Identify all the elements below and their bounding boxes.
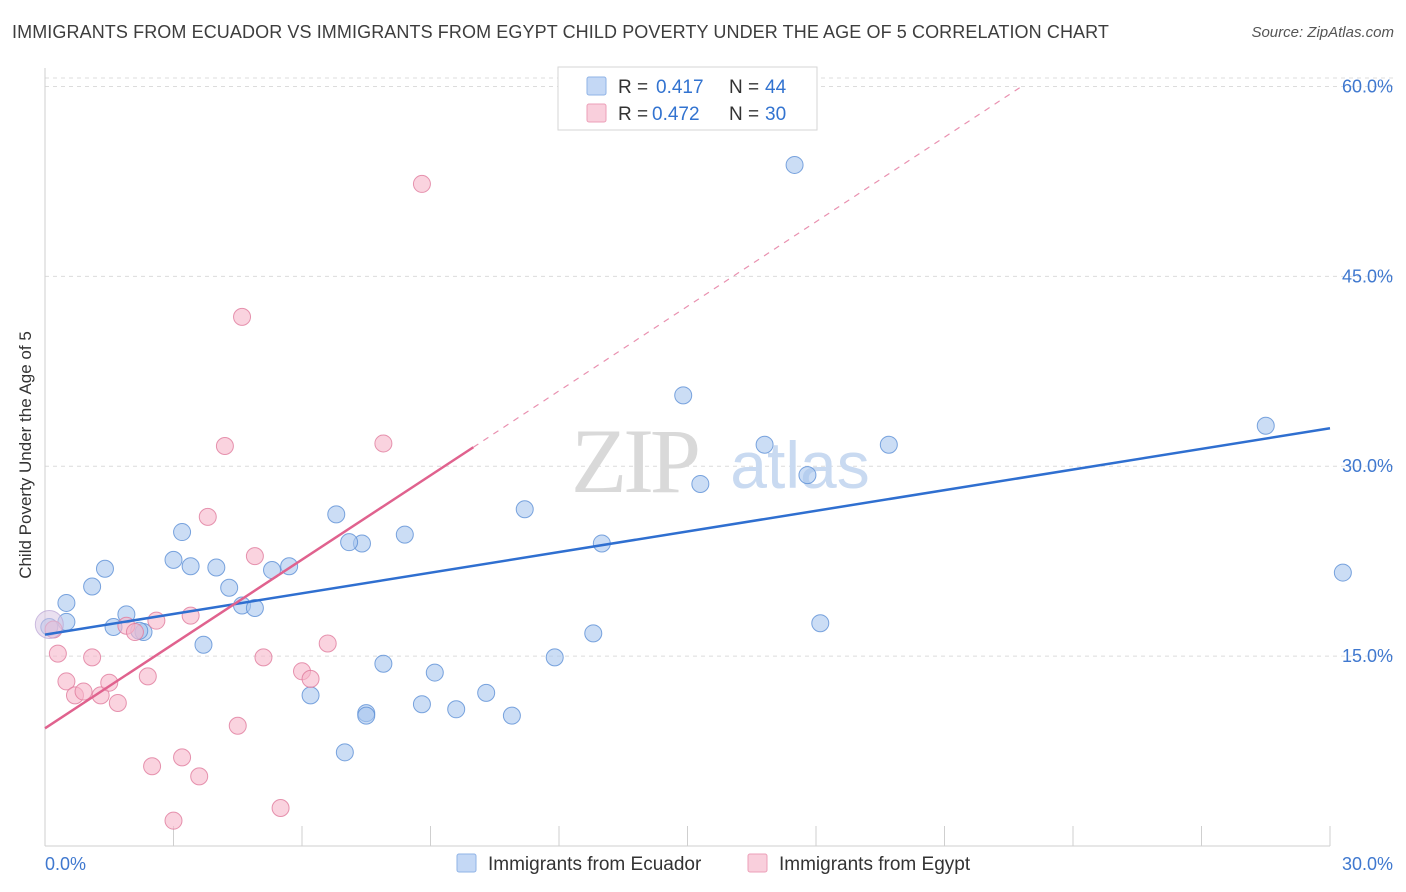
point-ecuador (447, 700, 466, 719)
watermark: ZIP atlas (571, 410, 870, 512)
point-ecuador (584, 624, 603, 643)
stats-r-value-egypt: 0.472 (652, 104, 700, 125)
point-ecuador (301, 686, 320, 705)
point-ecuador (811, 614, 830, 633)
point-egypt (254, 648, 273, 667)
point-ecuador (83, 577, 102, 596)
stats-legend: R = 0.417 N = 44 R = 0.472 N = 30 (557, 66, 818, 131)
point-ecuador (340, 533, 359, 552)
point-ecuador (755, 435, 774, 454)
stats-swatch-egypt (586, 103, 607, 123)
point-egypt (164, 811, 183, 830)
stats-swatch-ecuador (586, 76, 607, 96)
point-ecuador (395, 525, 414, 544)
legend-label-egypt: Immigrants from Egypt (779, 854, 971, 875)
point-ecuador (674, 386, 693, 405)
point-ecuador (164, 550, 183, 569)
point-ecuador (374, 654, 393, 673)
point-egypt (215, 436, 234, 455)
stats-r-value-ecuador: 0.417 (656, 77, 704, 98)
point-ecuador (181, 557, 200, 576)
y-tick-label: 60.0% (1342, 76, 1393, 96)
y-tick-label: 15.0% (1342, 646, 1393, 666)
point-egypt (412, 174, 431, 193)
stats-n-value-ecuador: 44 (765, 77, 787, 98)
point-egypt (138, 667, 157, 686)
point-ecuador (412, 695, 431, 714)
point-ecuador (502, 706, 521, 725)
point-overlap (34, 609, 64, 639)
point-ecuador (220, 578, 239, 597)
point-ecuador (515, 500, 534, 519)
stats-r-label-egypt: R = (618, 104, 648, 125)
point-ecuador (173, 523, 192, 542)
legend-swatch-ecuador (456, 853, 477, 873)
chart-title: IMMIGRANTS FROM ECUADOR VS IMMIGRANTS FR… (12, 22, 1110, 42)
series-legend: Immigrants from Ecuador Immigrants from … (456, 853, 971, 875)
grid-lines (45, 77, 1394, 657)
point-ecuador (798, 466, 817, 485)
point-egypt (190, 767, 209, 786)
y-tick-label: 45.0% (1342, 266, 1393, 286)
stats-n-label-ecuador: N = (729, 77, 759, 98)
stats-r-label-ecuador: R = (618, 77, 648, 98)
point-ecuador (207, 558, 226, 577)
axes (44, 68, 1331, 847)
point-egypt (301, 669, 320, 688)
point-ecuador (477, 683, 496, 702)
point-ecuador (1256, 416, 1275, 435)
watermark-atlas: atlas (730, 428, 869, 502)
point-ecuador (57, 593, 76, 612)
point-ecuador (879, 435, 898, 454)
point-ecuador (335, 743, 354, 762)
point-egypt (83, 648, 102, 667)
watermark-zip: ZIP (571, 410, 698, 512)
point-egypt (143, 757, 162, 776)
point-egypt (318, 634, 337, 653)
point-ecuador (194, 635, 213, 654)
point-ecuador (691, 474, 710, 493)
point-egypt (108, 693, 127, 712)
x-tick-label: 0.0% (45, 854, 86, 874)
point-egypt (233, 307, 252, 326)
point-egypt (374, 434, 393, 453)
point-ecuador (425, 663, 444, 682)
trend-extension-egypt (473, 85, 1022, 448)
point-ecuador (327, 505, 346, 524)
legend-label-ecuador: Immigrants from Ecuador (488, 854, 702, 875)
stats-n-value-egypt: 30 (765, 104, 786, 125)
point-egypt (228, 716, 247, 735)
x-tick-labels: 0.0% 30.0% (45, 854, 1393, 874)
source-label: Source: ZipAtlas.com (1251, 24, 1394, 41)
stats-n-label-egypt: N = (729, 104, 759, 125)
point-egypt (173, 748, 192, 767)
point-ecuador (245, 599, 264, 618)
point-ecuador (1333, 563, 1352, 582)
trend-lines (44, 85, 1331, 730)
point-ecuador (357, 706, 376, 725)
y-tick-labels: 15.0% 30.0% 45.0% 60.0% (1342, 76, 1393, 666)
trend-line-egypt (44, 446, 475, 730)
legend-swatch-egypt (747, 853, 768, 873)
point-ecuador (545, 648, 564, 667)
point-egypt (57, 672, 76, 691)
point-egypt (198, 507, 217, 526)
trend-line-ecuador (44, 427, 1331, 636)
point-egypt (48, 644, 67, 663)
point-egypt (100, 673, 119, 692)
point-egypt (245, 547, 264, 566)
point-egypt (74, 682, 93, 701)
point-egypt (271, 799, 290, 818)
point-ecuador (785, 155, 804, 174)
point-egypt (125, 623, 144, 642)
y-tick-label: 30.0% (1342, 456, 1393, 476)
point-ecuador (95, 559, 114, 578)
x-tick-label: 30.0% (1342, 854, 1393, 874)
point-egypt (91, 686, 110, 705)
